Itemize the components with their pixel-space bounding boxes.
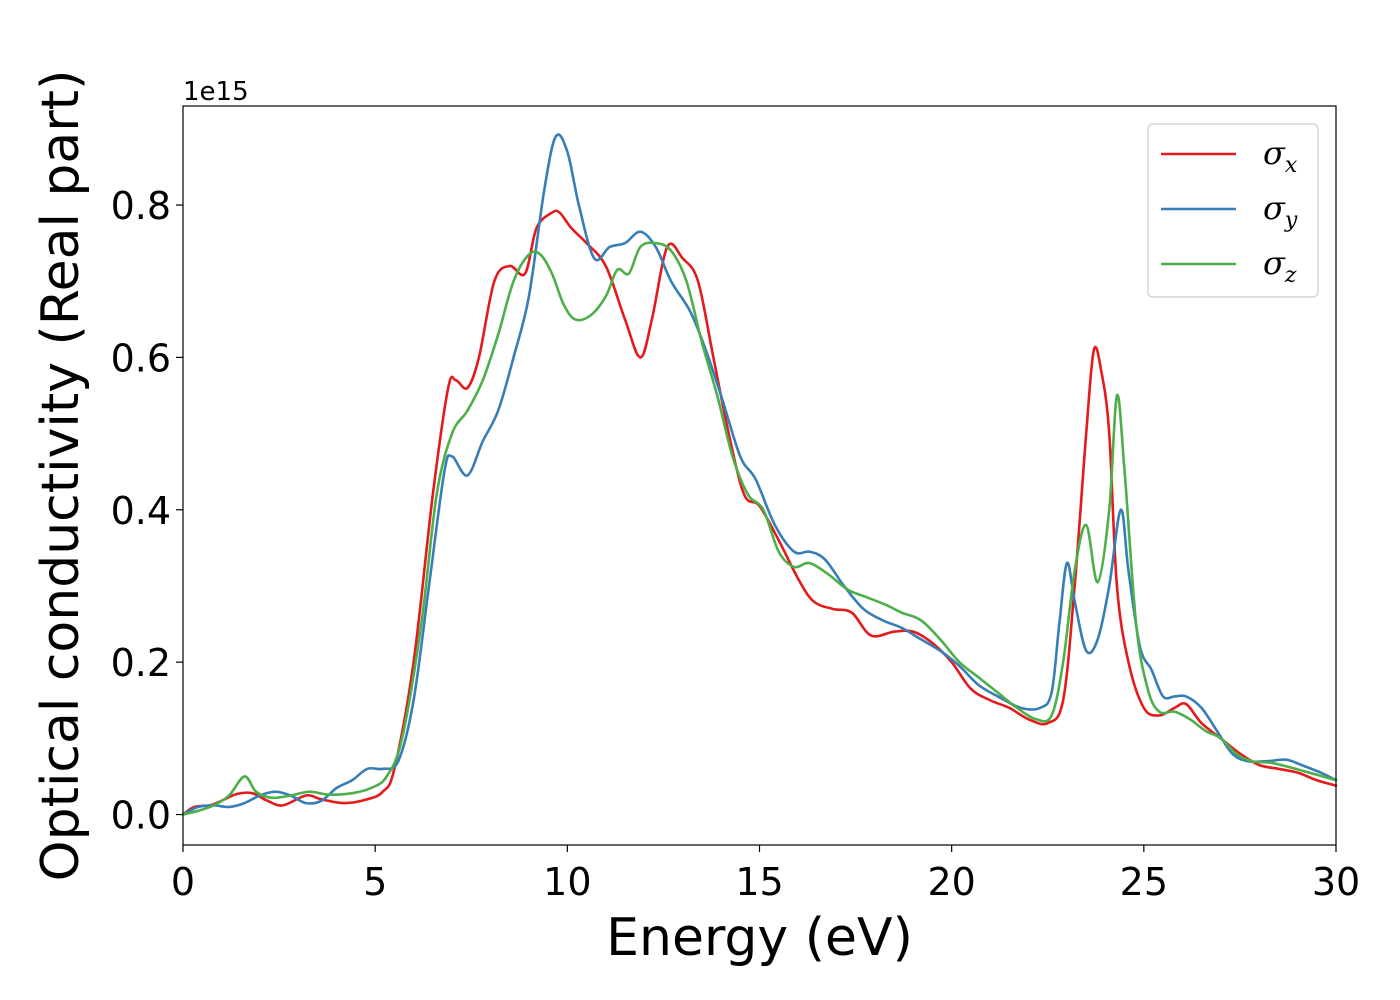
series-line-x (181, 209, 1338, 816)
legend-label-x: σx (1263, 134, 1298, 178)
series-layer (181, 133, 1338, 816)
y-tick-label: 0.2 (111, 641, 171, 685)
x-tick-label: 5 (363, 860, 387, 904)
y-axis-ticks: 0.0 0.2 0.4 0.6 0.8 (111, 184, 183, 838)
y-offset-text: 1e15 (183, 77, 249, 107)
x-axis-label: Energy (eV) (606, 908, 913, 968)
x-axis-ticks: 0 5 10 15 20 25 30 (171, 845, 1360, 904)
y-tick-label: 0.4 (111, 489, 171, 533)
x-tick-label: 0 (171, 860, 195, 904)
y-axis-label: Optical conductivity (Real part) (31, 70, 91, 882)
plot-frame (182, 105, 1337, 846)
series-line-z (181, 241, 1338, 816)
legend-label-y: σy (1263, 189, 1298, 233)
x-tick-label: 10 (543, 860, 591, 904)
y-tick-label: 0.8 (111, 184, 171, 228)
x-tick-label: 20 (927, 860, 975, 904)
x-tick-label: 25 (1120, 860, 1168, 904)
y-tick-label: 0.6 (111, 336, 171, 380)
legend-box (1147, 123, 1319, 298)
x-tick-label: 30 (1312, 860, 1360, 904)
y-tick-label: 0.0 (111, 794, 171, 838)
x-tick-label: 15 (735, 860, 783, 904)
